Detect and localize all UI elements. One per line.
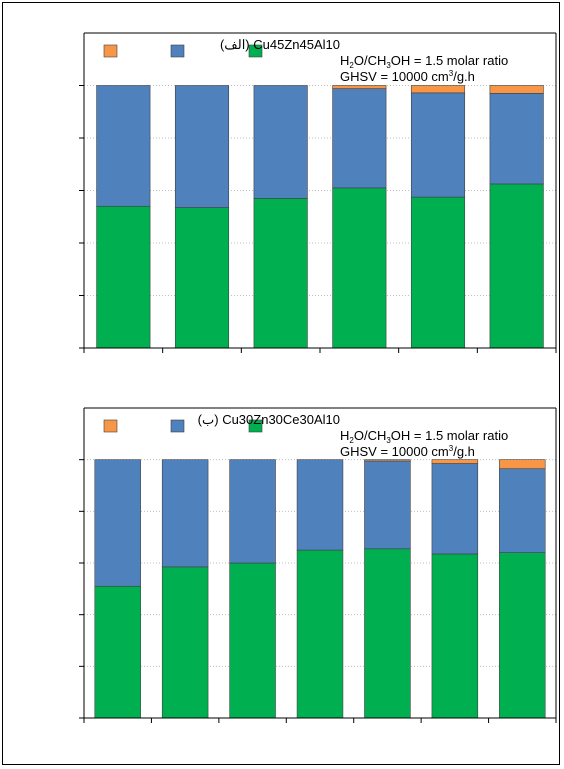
bar-co2-300 (499, 468, 546, 553)
legend-swatch-co (103, 419, 118, 433)
bar-co2-220 (174, 85, 230, 208)
bar-co2-220 (229, 459, 276, 564)
condition-molar-ratio: H2O/CH3OH = 1.5 molar ratio (340, 428, 508, 445)
bar-co2-260 (332, 88, 387, 189)
bar-co2-280 (410, 92, 466, 198)
panel-label-and-catalyst: (ب) Cu30Zn30Ce30Al10 (198, 412, 340, 427)
bar-co2-200 (161, 459, 209, 568)
bar-h2-260 (364, 548, 411, 719)
legend-swatch-h2 (248, 419, 263, 433)
legend-swatch-h2 (248, 44, 263, 58)
bar-co2-180 (94, 459, 141, 587)
legend-swatch-co2 (170, 419, 185, 433)
legend-swatch-co (103, 44, 118, 58)
bar-co-280 (410, 85, 466, 94)
plot-area (84, 33, 556, 348)
bar-h2-220 (174, 207, 230, 349)
bar-h2-240 (296, 549, 344, 719)
panel-label-and-catalyst: (الف) Cu45Zn45Al10 (220, 37, 340, 52)
bar-co2-240 (253, 85, 308, 199)
bar-h2-300 (489, 183, 544, 349)
bar-h2-200 (96, 205, 151, 349)
bar-co2-300 (489, 93, 544, 185)
bar-co-300 (499, 459, 546, 470)
bar-h2-220 (229, 562, 276, 719)
bar-co2-200 (96, 85, 151, 207)
legend-swatch-co2 (170, 44, 185, 58)
bar-co2-240 (296, 459, 344, 551)
bar-co-300 (489, 85, 544, 94)
bar-co-260 (332, 85, 387, 89)
bar-h2-200 (161, 566, 209, 719)
bar-h2-280 (410, 196, 466, 349)
bar-co2-260 (364, 460, 411, 550)
condition-ghsv: GHSV = 10000 cm3/g.h (340, 444, 475, 459)
bar-h2-280 (431, 553, 479, 719)
bar-h2-180 (94, 585, 141, 719)
bar-h2-300 (499, 552, 546, 719)
bar-co-260 (364, 459, 411, 462)
condition-molar-ratio: H2O/CH3OH = 1.5 molar ratio (340, 53, 508, 70)
bar-co2-280 (431, 463, 479, 555)
bar-h2-260 (332, 187, 387, 349)
bar-h2-240 (253, 198, 308, 349)
condition-ghsv: GHSV = 10000 cm3/g.h (340, 69, 475, 84)
bar-co-280 (431, 459, 479, 464)
